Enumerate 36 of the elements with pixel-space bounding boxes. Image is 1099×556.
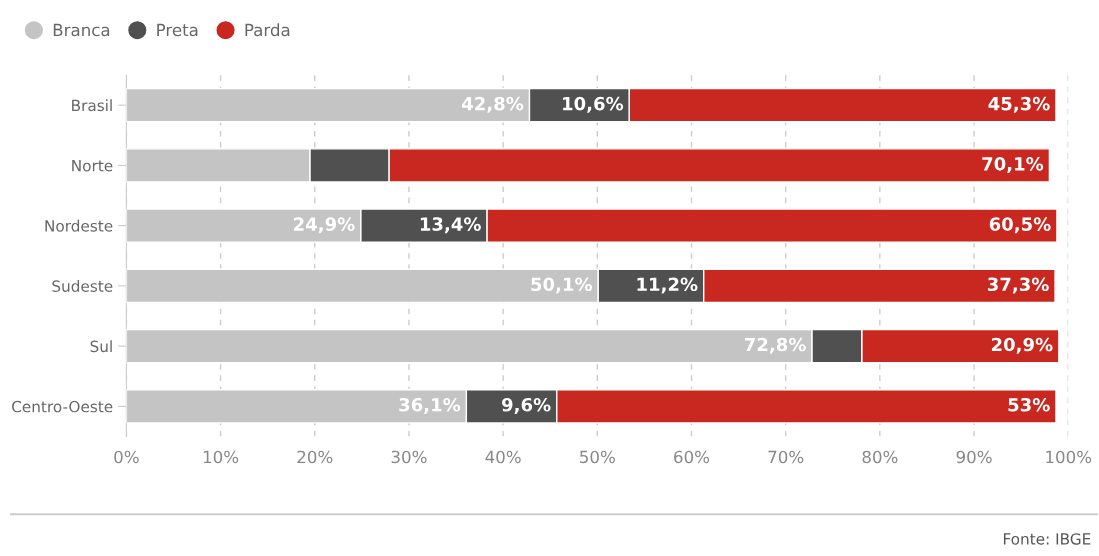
x-tick-label: 60%: [674, 450, 710, 464]
data-label: 45,3%: [988, 96, 1050, 113]
x-tick-label: 20%: [297, 450, 333, 464]
x-tick-label: 30%: [391, 450, 427, 464]
data-label: 42,8%: [462, 96, 524, 113]
data-label: 13,4%: [420, 217, 481, 234]
source-note: Fonte: IBGE: [1003, 533, 1091, 545]
y-tick-label: Nordeste: [45, 219, 113, 232]
legend-label: Parda: [245, 23, 290, 37]
x-tick-label: 0%: [114, 450, 139, 464]
legend-label: Branca: [53, 23, 110, 37]
x-tick-label: 100%: [1046, 450, 1092, 464]
x-tick-label: 70%: [768, 450, 804, 464]
data-label: 20,9%: [991, 337, 1053, 354]
y-tick-label: Sul: [90, 340, 112, 353]
x-tick-label: 90%: [956, 450, 992, 464]
data-label: 53%: [1008, 397, 1050, 412]
y-tick-label: Centro-Oeste: [12, 400, 113, 413]
data-label: 36,1%: [399, 397, 461, 414]
data-label: 72,8%: [744, 337, 806, 354]
x-tick-label: 50%: [580, 450, 615, 464]
data-label: 50,1%: [531, 277, 593, 294]
data-label: 60,5%: [989, 217, 1051, 234]
data-label: 9,6%: [502, 397, 551, 414]
y-tick-label: Brasil: [72, 99, 112, 112]
legend-label: Preta: [157, 23, 198, 37]
data-label: 10,6%: [563, 96, 624, 113]
data-label: 24,9%: [294, 217, 355, 234]
x-tick-label: 10%: [203, 450, 239, 464]
y-tick-label: Norte: [72, 160, 113, 172]
x-tick-label: 40%: [485, 450, 521, 464]
x-tick-label: 80%: [862, 450, 898, 464]
data-label: 70,1%: [982, 156, 1044, 173]
y-tick-label: Sudeste: [52, 280, 113, 292]
data-label: 37,3%: [987, 277, 1049, 294]
data-label: 11,2%: [637, 277, 698, 294]
